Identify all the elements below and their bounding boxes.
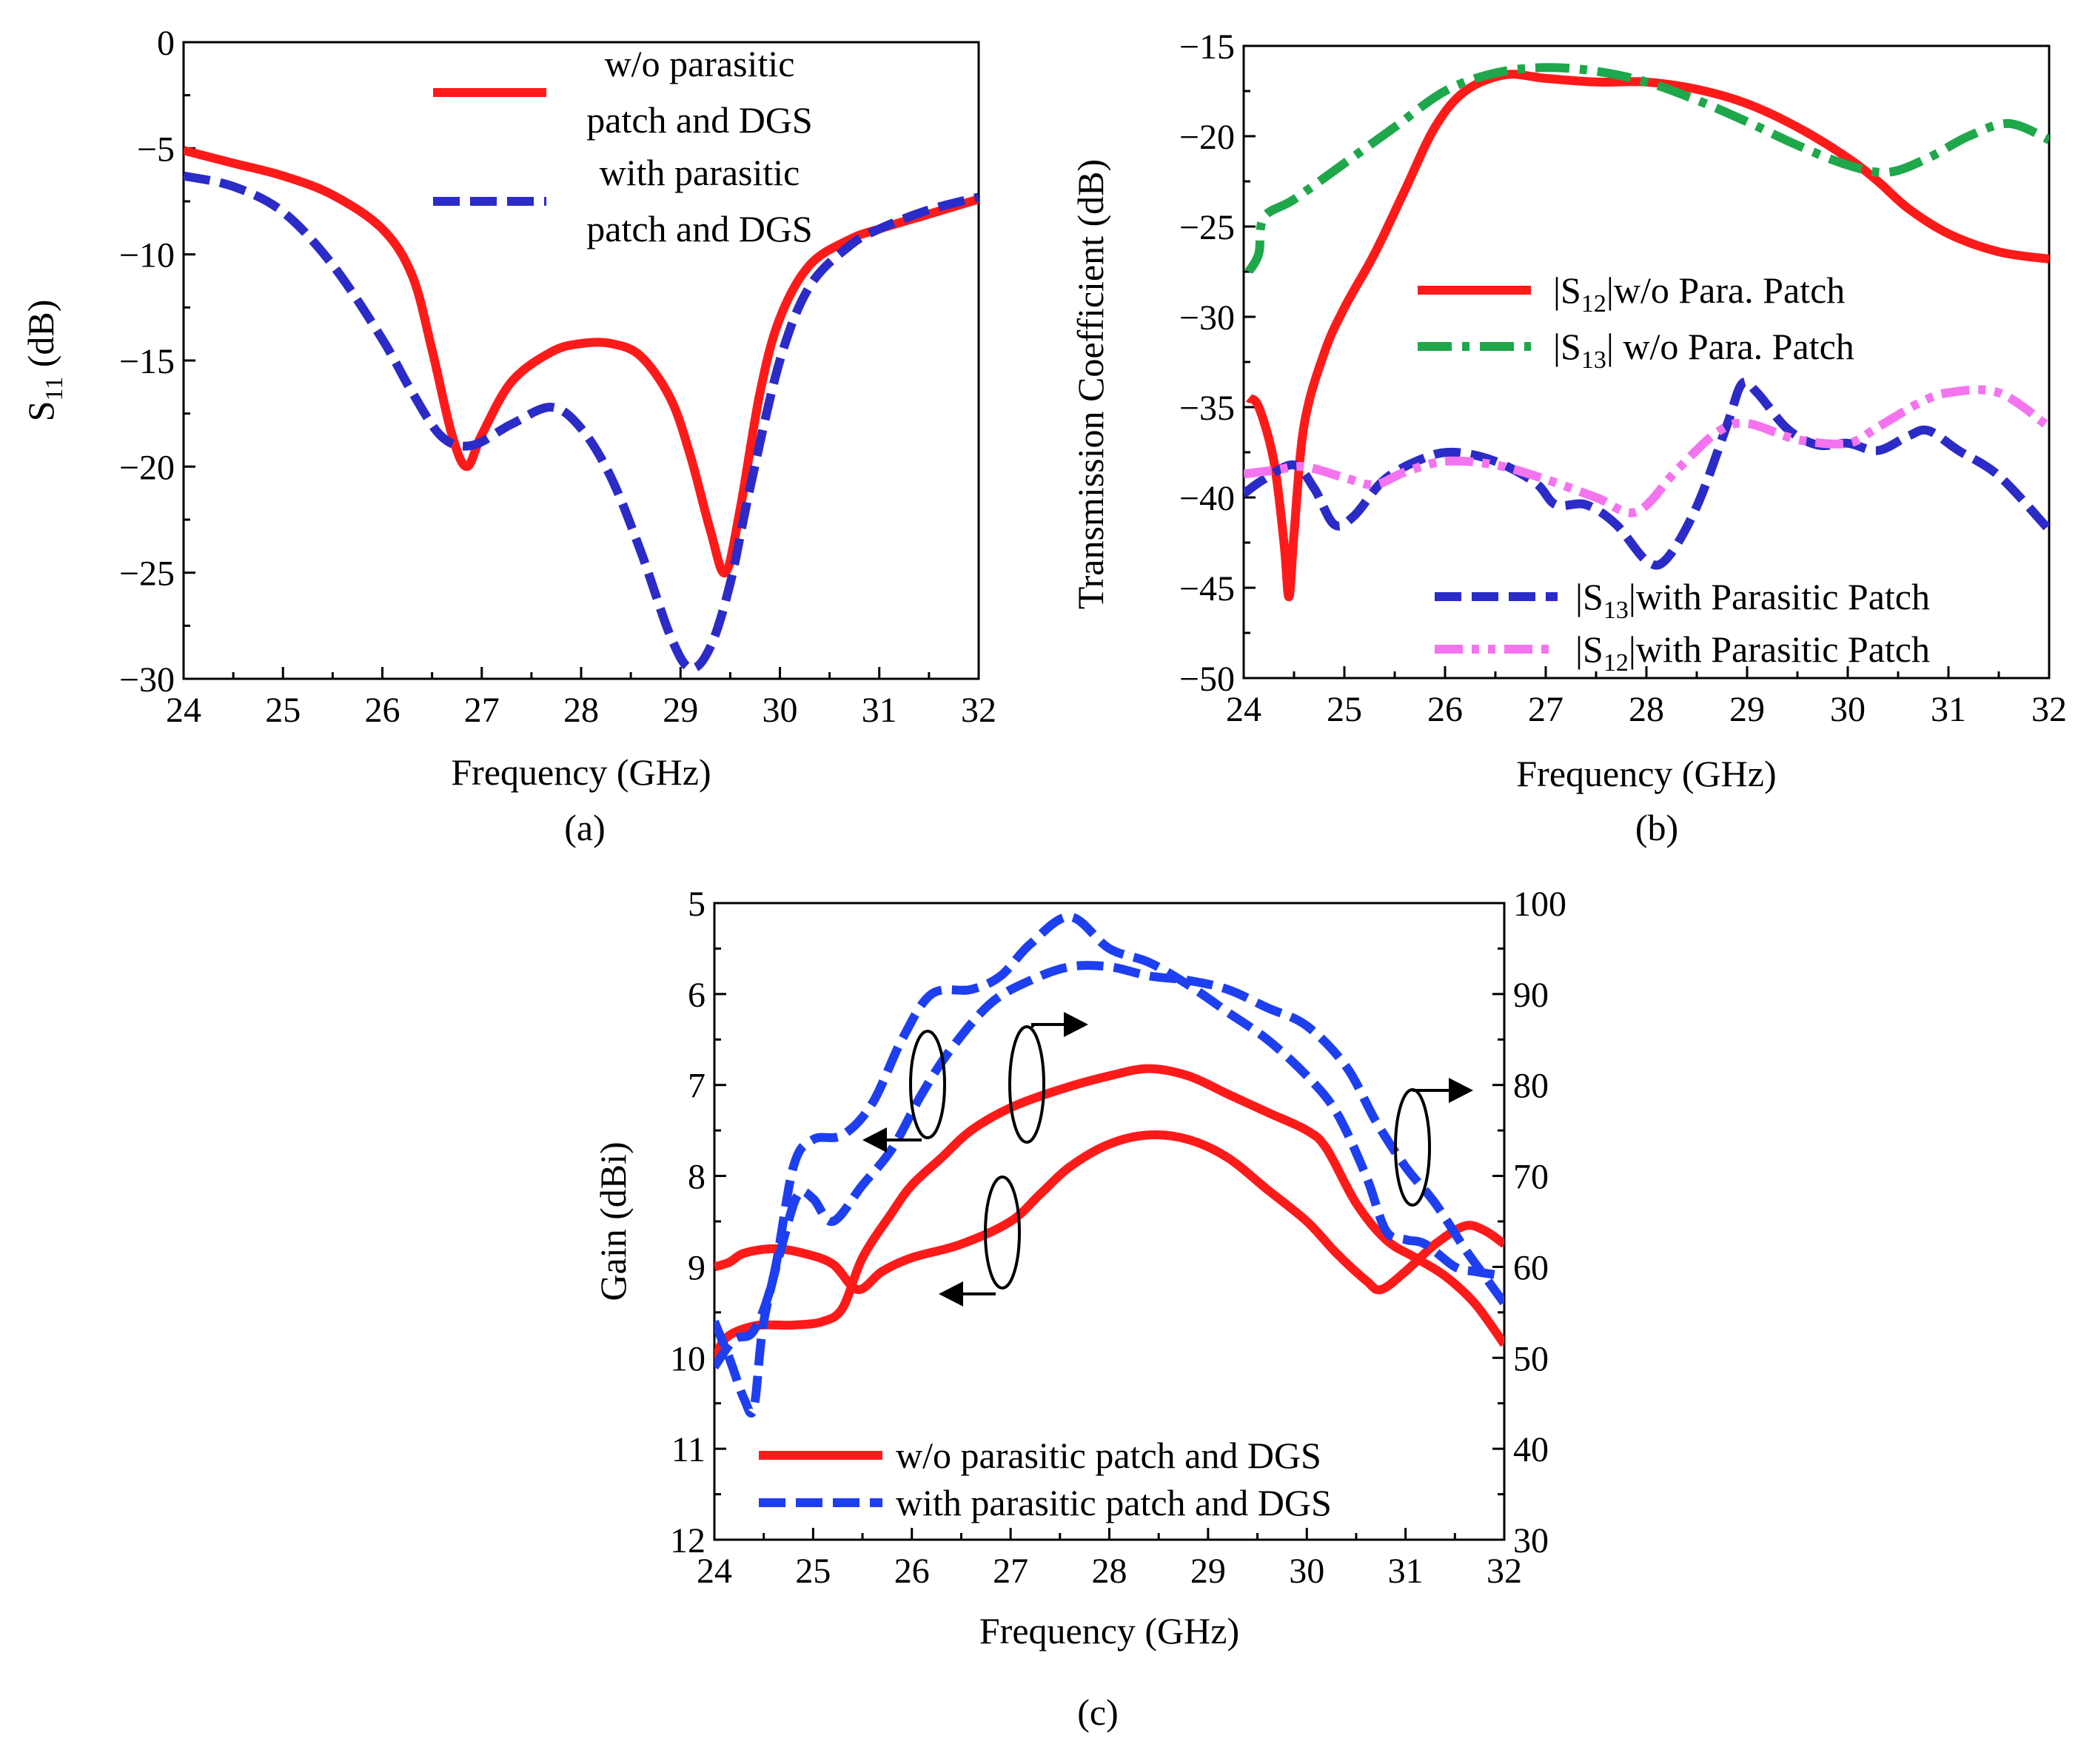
series-line-wo-parasitic: [184, 146, 979, 577]
x-axis-label: Frequency (GHz): [451, 751, 711, 793]
y-tick-label: −50: [1179, 660, 1235, 699]
x-tick-label: 30: [1289, 1552, 1324, 1591]
series-line-s12-with-para: [1244, 385, 2049, 517]
x-tick-label: 26: [1427, 690, 1463, 729]
y-axis-label: Gain (dBi): [592, 1141, 634, 1301]
x-tick-label: 32: [1487, 1552, 1522, 1591]
x-tick-label: 27: [464, 691, 500, 730]
y-tick-label: −5: [137, 130, 175, 169]
series-group: [714, 912, 1504, 1418]
x-tick-label: 29: [1190, 1552, 1226, 1591]
y2-tick-label: 100: [1513, 885, 1566, 924]
x-tick-label: 27: [1528, 690, 1563, 729]
y-tick-label: 11: [671, 1430, 705, 1469]
caption-a: (a): [564, 807, 606, 848]
x-axis-label: Frequency (GHz): [1516, 753, 1776, 794]
y2-tick-label: 70: [1513, 1158, 1549, 1197]
series-line-gain-wo-parasitic: [714, 1064, 1504, 1369]
x-tick-label: 32: [2031, 690, 2067, 729]
axis-indicator-left-2: [939, 1176, 1021, 1307]
chart-c: 24 25 26 27 28 29 30 31 32 5 6 7 8 9 10 11 12 30 40 50 60 70 8…: [592, 885, 1566, 1733]
y-tick-label: −20: [119, 448, 175, 487]
axis-indicator-right-1: [1008, 1012, 1088, 1144]
caption-b: (b): [1635, 807, 1678, 848]
legend-label: |S12|w/o Para. Patch: [1553, 269, 1845, 318]
y-tick-label: 7: [688, 1067, 705, 1106]
y-tick-label: 9: [688, 1248, 705, 1287]
y-tick-label: −15: [119, 342, 175, 381]
series-line-efficiency-with-parasitic: [714, 912, 1504, 1370]
x-tick-label: 24: [697, 1552, 732, 1591]
y-axis-label: Transmission Coefficient (dB): [1070, 159, 1111, 609]
y-tick-label: −40: [1179, 479, 1235, 518]
y-tick-label: 6: [688, 976, 705, 1015]
x-tick-label: 26: [894, 1552, 930, 1591]
x-tick-label: 24: [1226, 690, 1261, 729]
y2-tick-label: 90: [1513, 976, 1549, 1015]
x-tick-label: 31: [862, 691, 897, 730]
legend-label: with parasitic patch and DGS: [896, 1482, 1332, 1523]
y-tick-label: −25: [1179, 208, 1235, 247]
y2-tick-label: 80: [1513, 1067, 1549, 1106]
y-axis-label: S11 (dB): [20, 300, 68, 422]
x-tick-label: 30: [1830, 690, 1866, 729]
x-tick-label: 25: [795, 1552, 831, 1591]
x-axis-label: Frequency (GHz): [979, 1610, 1239, 1651]
series-line-gain-with-parasitic: [714, 961, 1504, 1418]
y-tick-label: −15: [1179, 27, 1235, 67]
legend-label: patch and DGS: [586, 208, 813, 249]
series-line-efficiency-wo-parasitic: [714, 1130, 1504, 1295]
x-tick-label: 30: [763, 691, 798, 730]
x-tick-label: 26: [365, 691, 400, 730]
caption-c: (c): [1077, 1691, 1119, 1733]
series-line-with-parasitic: [184, 171, 979, 673]
legend-label: w/o parasitic: [605, 43, 795, 84]
legend-label: |S13| w/o Para. Patch: [1553, 326, 1854, 374]
y-tick-label: −25: [119, 554, 175, 594]
y-tick-label: 12: [670, 1521, 705, 1560]
series-line-s13-with-para: [1244, 377, 2049, 570]
y-tick-label: −45: [1179, 569, 1235, 608]
series-line-s12-wo-para: [1245, 70, 2049, 602]
y-tick-label: −35: [1179, 389, 1235, 428]
x-tick-label: 32: [961, 691, 996, 730]
y-tick-label: −20: [1179, 118, 1235, 157]
x-tick-label: 28: [563, 691, 599, 730]
chart-a: 24 25 26 27 28 29 30 31 32 0 −5 −10 −15 −20 −25 −30 w/o …: [20, 24, 996, 848]
axis-indicator-left-1: [862, 1030, 946, 1153]
x-tick-label: 28: [1092, 1552, 1127, 1591]
x-tick-label: 27: [993, 1552, 1028, 1591]
y-tick-label: 8: [688, 1158, 705, 1197]
legend-label: w/o parasitic patch and DGS: [896, 1435, 1321, 1476]
y-tick-label: 10: [670, 1339, 705, 1378]
legend-label: |S12|with Parasitic Patch: [1575, 628, 1930, 677]
axis-indicator-right-2: [1394, 1078, 1473, 1207]
x-tick-label: 31: [1388, 1552, 1424, 1591]
y-tick-label: −30: [1179, 298, 1235, 338]
x-tick-label: 31: [1931, 690, 1966, 729]
y-tick-label: −30: [119, 660, 175, 700]
x-tick-label: 29: [1729, 690, 1765, 729]
legend-label: |S13|with Parasitic Patch: [1575, 576, 1930, 624]
x-tick-label: 24: [166, 691, 201, 730]
series-group: [184, 146, 979, 673]
x-tick-label: 29: [663, 691, 698, 730]
y2-tick-label: 40: [1513, 1430, 1549, 1469]
legend-label: with parasitic: [600, 152, 800, 193]
y2-tick-label: 60: [1513, 1248, 1549, 1287]
x-tick-label: 25: [265, 691, 301, 730]
x-tick-label: 28: [1629, 690, 1664, 729]
y-tick-label: 0: [157, 24, 175, 63]
y2-tick-label: 50: [1513, 1339, 1549, 1378]
x-tick-label: 25: [1327, 690, 1362, 729]
chart-b: 24 25 26 27 28 29 30 31 32 −15 −20 −25 −30 −35 −40 −45 −…: [1070, 27, 2067, 848]
y2-tick-label: 30: [1513, 1521, 1549, 1560]
series-group: [1244, 63, 2049, 602]
series-line-s13-wo-para: [1244, 63, 2049, 275]
y-tick-label: −10: [119, 236, 175, 275]
legend-label: patch and DGS: [586, 99, 813, 141]
plot-frame: [182, 41, 980, 680]
y-tick-label: 5: [688, 885, 705, 924]
